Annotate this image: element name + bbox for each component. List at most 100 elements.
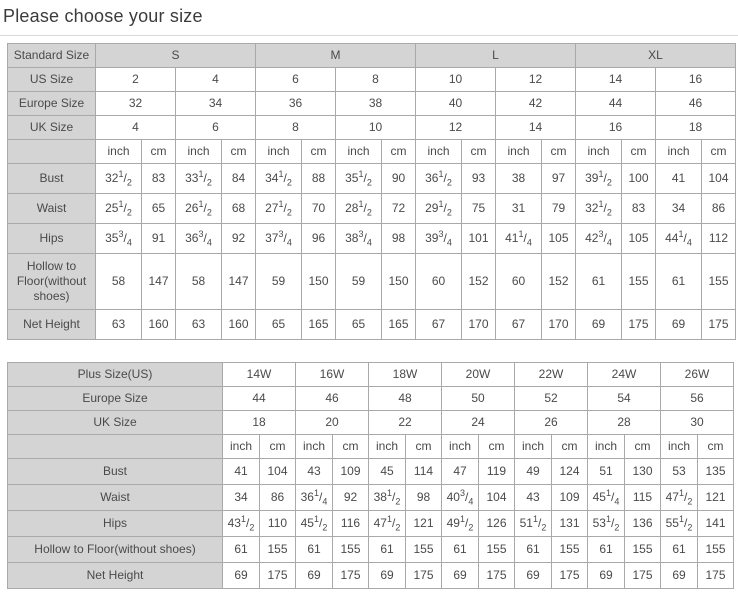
measure-value: 136 <box>624 510 661 537</box>
table-row: inch cm inch cm inch cm inch cm inch cm inch cm inch… <box>7 434 734 459</box>
measure-value: 43 <box>295 458 333 485</box>
unit-header: cm <box>461 139 496 164</box>
size-value: 32 <box>95 91 176 116</box>
measure-value: 155 <box>701 253 736 310</box>
measure-value: 130 <box>624 458 661 485</box>
measure-value: 321/2 <box>95 163 142 194</box>
row-label: Net Height <box>7 309 96 340</box>
size-value: 46 <box>655 91 736 116</box>
measure-value: 72 <box>381 193 416 224</box>
measure-value: 34 <box>222 484 260 511</box>
size-value: 4 <box>175 67 256 92</box>
measure-value: 147 <box>141 253 176 310</box>
size-value: 22 <box>368 410 442 435</box>
measure-value: 90 <box>381 163 416 194</box>
table-row: UK Size 4 6 8 10 12 14 16 18 <box>7 115 736 140</box>
unit-header: cm <box>624 434 661 459</box>
size-value: 14 <box>495 115 576 140</box>
measure-value: 112 <box>701 223 736 254</box>
measure-value: 70 <box>301 193 336 224</box>
size-value: 30 <box>660 410 734 435</box>
size-group-header: S <box>95 43 256 68</box>
measure-value: 135 <box>697 458 734 485</box>
table-row: Waist 34 86 361/4 92 381/2 98 403/4 104 43 109 451/… <box>7 484 734 511</box>
measure-value: 114 <box>405 458 442 485</box>
measure-value: 63 <box>175 309 222 340</box>
size-value: 2 <box>95 67 176 92</box>
table-row: Waist 251/2 65 261/2 68 271/2 70 281/2 72 291/2 75… <box>7 193 736 224</box>
measure-value: 86 <box>259 484 296 511</box>
measure-value: 91 <box>141 223 176 254</box>
measure-value: 65 <box>141 193 176 224</box>
row-label: UK Size <box>7 410 223 435</box>
unit-header: inch <box>415 139 462 164</box>
unit-header: inch <box>95 139 142 164</box>
unit-header: cm <box>332 434 369 459</box>
measure-value: 341/2 <box>255 163 302 194</box>
measure-value: 41 <box>222 458 260 485</box>
size-value: 46 <box>295 386 369 411</box>
size-value: 48 <box>368 386 442 411</box>
measure-value: 147 <box>221 253 256 310</box>
table-row: Net Height 69 175 69 175 69 175 69 175 69 175 69 175… <box>7 562 734 589</box>
unit-header: cm <box>551 434 588 459</box>
standard-size-table: Standard Size S M L XL US Size 2 4 6 8 10 12 14 16 Eur… <box>7 43 736 340</box>
measure-value: 38 <box>495 163 542 194</box>
measure-value: 155 <box>332 536 369 563</box>
row-label: Hips <box>7 510 223 537</box>
size-value: 42 <box>495 91 576 116</box>
table-row: Standard Size S M L XL <box>7 43 736 68</box>
size-value: 26 <box>514 410 588 435</box>
measure-value: 68 <box>221 193 256 224</box>
size-value: 44 <box>575 91 656 116</box>
measure-value: 131 <box>551 510 588 537</box>
measure-value: 155 <box>624 536 661 563</box>
unit-header: inch <box>514 434 552 459</box>
measure-value: 59 <box>335 253 382 310</box>
measure-value: 65 <box>335 309 382 340</box>
row-label: Bust <box>7 458 223 485</box>
size-group-header: M <box>255 43 416 68</box>
unit-header: inch <box>575 139 622 164</box>
measure-value: 175 <box>697 562 734 589</box>
measure-value: 69 <box>655 309 702 340</box>
measure-value: 441/4 <box>655 223 702 254</box>
measure-value: 58 <box>175 253 222 310</box>
measure-value: 49 <box>514 458 552 485</box>
measure-value: 381/2 <box>368 484 406 511</box>
measure-value: 383/4 <box>335 223 382 254</box>
size-value: 10 <box>415 67 496 92</box>
measure-value: 170 <box>541 309 576 340</box>
size-value: 14 <box>575 67 656 92</box>
title-divider <box>0 35 738 36</box>
measure-value: 75 <box>461 193 496 224</box>
size-value: 28 <box>587 410 661 435</box>
measure-value: 86 <box>701 193 736 224</box>
measure-value: 353/4 <box>95 223 142 254</box>
measure-value: 175 <box>701 309 736 340</box>
table-row: inch cm inch cm inch cm inch cm inch cm inch cm inch… <box>7 139 736 164</box>
measure-value: 431/2 <box>222 510 260 537</box>
unit-header: inch <box>335 139 382 164</box>
measure-value: 116 <box>332 510 369 537</box>
measure-value: 121 <box>697 484 734 511</box>
size-value: 56 <box>660 386 734 411</box>
measure-value: 531/2 <box>587 510 625 537</box>
measure-value: 61 <box>575 253 622 310</box>
measure-value: 551/2 <box>660 510 698 537</box>
size-value: 40 <box>415 91 496 116</box>
unit-header: inch <box>655 139 702 164</box>
measure-value: 61 <box>222 536 260 563</box>
measure-value: 165 <box>301 309 336 340</box>
measure-value: 251/2 <box>95 193 142 224</box>
measure-value: 101 <box>461 223 496 254</box>
size-value: 24 <box>441 410 515 435</box>
size-value: 16 <box>575 115 656 140</box>
measure-value: 155 <box>405 536 442 563</box>
measure-value: 119 <box>478 458 515 485</box>
size-group-header: 16W <box>295 362 369 387</box>
measure-value: 104 <box>259 458 296 485</box>
measure-value: 351/2 <box>335 163 382 194</box>
measure-value: 175 <box>259 562 296 589</box>
measure-value: 98 <box>381 223 416 254</box>
